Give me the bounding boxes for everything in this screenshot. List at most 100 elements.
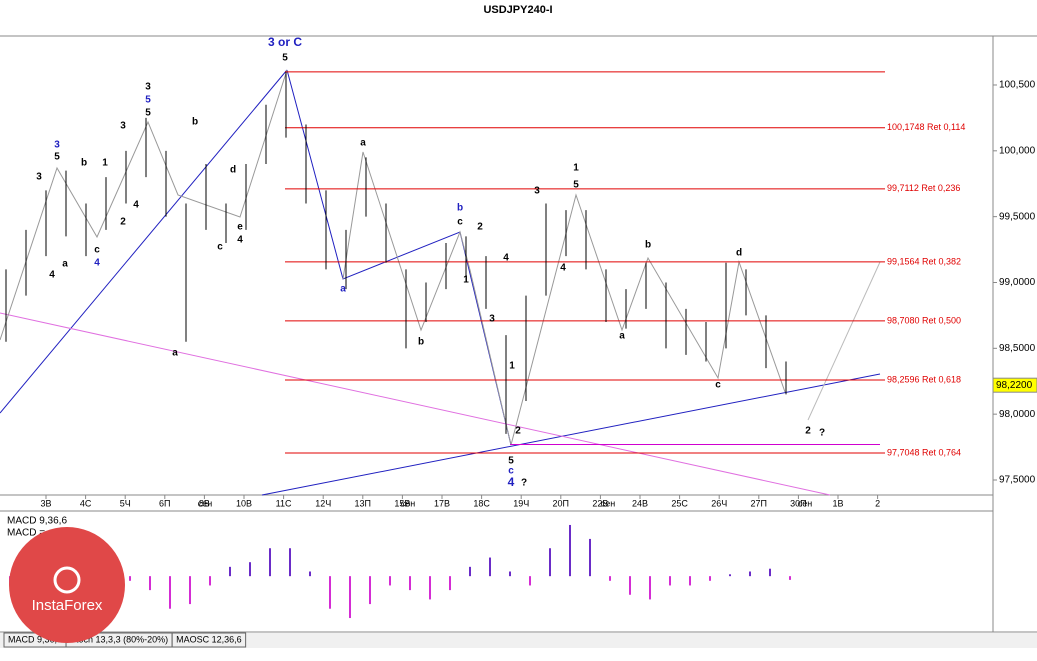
wave-label: c <box>217 242 223 253</box>
chart-title: USDJPY240-I <box>483 4 552 16</box>
wave-label: 5 <box>282 53 288 64</box>
fib-label: 98,2596 Ret 0,618 <box>887 374 961 384</box>
x-tick-label: 19Ч <box>513 498 529 508</box>
wave-label: d <box>230 165 236 176</box>
projection <box>807 261 881 421</box>
wave-label: e <box>237 222 243 233</box>
price-tag-label: 98,2200 <box>996 380 1033 391</box>
wave-label: c <box>508 466 514 477</box>
x-tick-label: 24В <box>632 498 648 508</box>
wave-label: 4 <box>560 263 566 274</box>
month-label: сен <box>798 498 813 508</box>
wave-label: 4 <box>49 270 55 281</box>
wave-label: ? <box>819 428 825 439</box>
logo-icon <box>53 566 81 594</box>
wave-label: c <box>715 380 721 391</box>
x-tick-label: 30П <box>790 498 806 508</box>
x-tick-label: 15В <box>394 498 410 508</box>
wave-label: 4 <box>503 253 509 264</box>
wave-label: b <box>457 203 463 214</box>
wave-label: b <box>192 117 198 128</box>
y-tick-label: 100,000 <box>999 145 1036 156</box>
wave-path <box>0 69 288 341</box>
fib-label: 98,7080 Ret 0,500 <box>887 315 961 325</box>
wave-label: 2 <box>477 222 483 233</box>
wave-label: 1 <box>463 275 469 286</box>
x-tick-label: 10В <box>236 498 252 508</box>
logo-badge <box>9 527 125 643</box>
trend-line <box>0 69 288 414</box>
wave-label: 5 <box>145 95 151 106</box>
wave-label: a <box>62 259 68 270</box>
wave-label: a <box>360 138 366 149</box>
tab-bar <box>0 633 1037 648</box>
x-tick-label: 3В <box>40 498 51 508</box>
indicator-tab[interactable]: MACD 9,36,6 <box>8 634 62 644</box>
x-tick-label: 27П <box>751 498 767 508</box>
logo-text: InstaForex <box>32 597 103 614</box>
wave-label: c <box>94 245 100 256</box>
x-tick-label: 5Ч <box>120 498 131 508</box>
x-tick-label: 4С <box>80 498 92 508</box>
wave-label: a <box>172 348 178 359</box>
month-label: сен <box>401 498 416 508</box>
macd-title: MACD 9,36,6 <box>7 516 67 527</box>
x-tick-label: 1В <box>832 498 843 508</box>
macd-prefix: MACD = <box>7 528 48 539</box>
x-tick-label: 13П <box>355 498 371 508</box>
wave-label: ? <box>521 478 527 489</box>
wave-label: 3 <box>534 186 540 197</box>
y-tick-label: 99,5000 <box>999 211 1036 222</box>
fib-label: 99,7112 Ret 0,236 <box>887 183 960 193</box>
x-tick-label: 6П <box>159 498 170 508</box>
wave-label: 2 <box>120 217 126 228</box>
wave-label: b <box>645 240 651 251</box>
wave-label: 3 <box>36 172 42 183</box>
wave-label: 4 <box>94 258 100 269</box>
x-tick-label: 11С <box>276 498 292 508</box>
wave-label: 5 <box>145 108 151 119</box>
price-tag <box>992 377 1037 393</box>
x-tick-label: 22В <box>592 498 608 508</box>
wave-label: 3 <box>54 140 60 151</box>
wave-label: a <box>619 331 625 342</box>
wave-label: d <box>736 248 742 259</box>
wave-label: 1 <box>102 158 108 169</box>
wave-path <box>286 69 512 446</box>
indicator-tab[interactable]: MAOSC 12,36,6 <box>176 634 242 644</box>
wave-label: 3 or C <box>268 35 302 49</box>
x-tick-label: 8В <box>199 498 210 508</box>
wave-label: 3 <box>145 82 151 93</box>
trend-line <box>0 312 831 496</box>
x-tick-label: 18С <box>473 498 490 508</box>
wave-label: 1 <box>509 361 515 372</box>
x-tick-label: 12Ч <box>315 498 331 508</box>
y-tick-label: 98,0000 <box>999 409 1036 420</box>
wave-label: 3 <box>120 121 126 132</box>
wave-label: 4 <box>508 475 515 489</box>
wave-label: 4 <box>237 235 243 246</box>
wave-label: 1 <box>573 163 579 174</box>
fib-label: 99,1564 Ret 0,382 <box>887 256 961 266</box>
month-label: сен <box>601 498 616 508</box>
indicator-tab[interactable]: Stoch 13,3,3 (80%-20%) <box>70 634 168 644</box>
y-tick-label: 98,5000 <box>999 343 1036 354</box>
wave-label: c <box>457 217 463 228</box>
wave-label: b <box>418 337 424 348</box>
wave-path <box>342 151 786 446</box>
wave-label: 5 <box>508 456 514 467</box>
y-tick-label: 100,500 <box>999 80 1036 91</box>
wave-label: 5 <box>573 180 579 191</box>
fib-label: 97,7048 Ret 0,764 <box>887 447 961 457</box>
wave-label: 5 <box>54 152 60 163</box>
y-tick-label: 97,5000 <box>999 475 1036 486</box>
x-tick-label: 20П <box>553 498 569 508</box>
y-tick-label: 99,0000 <box>999 277 1036 288</box>
logo: InstaForex <box>9 527 125 643</box>
tab-border <box>171 632 247 648</box>
fib-label: 100,1748 Ret 0,114 <box>887 122 965 132</box>
wave-label: 4 <box>133 200 139 211</box>
x-tick-label: 26Ч <box>711 498 727 508</box>
